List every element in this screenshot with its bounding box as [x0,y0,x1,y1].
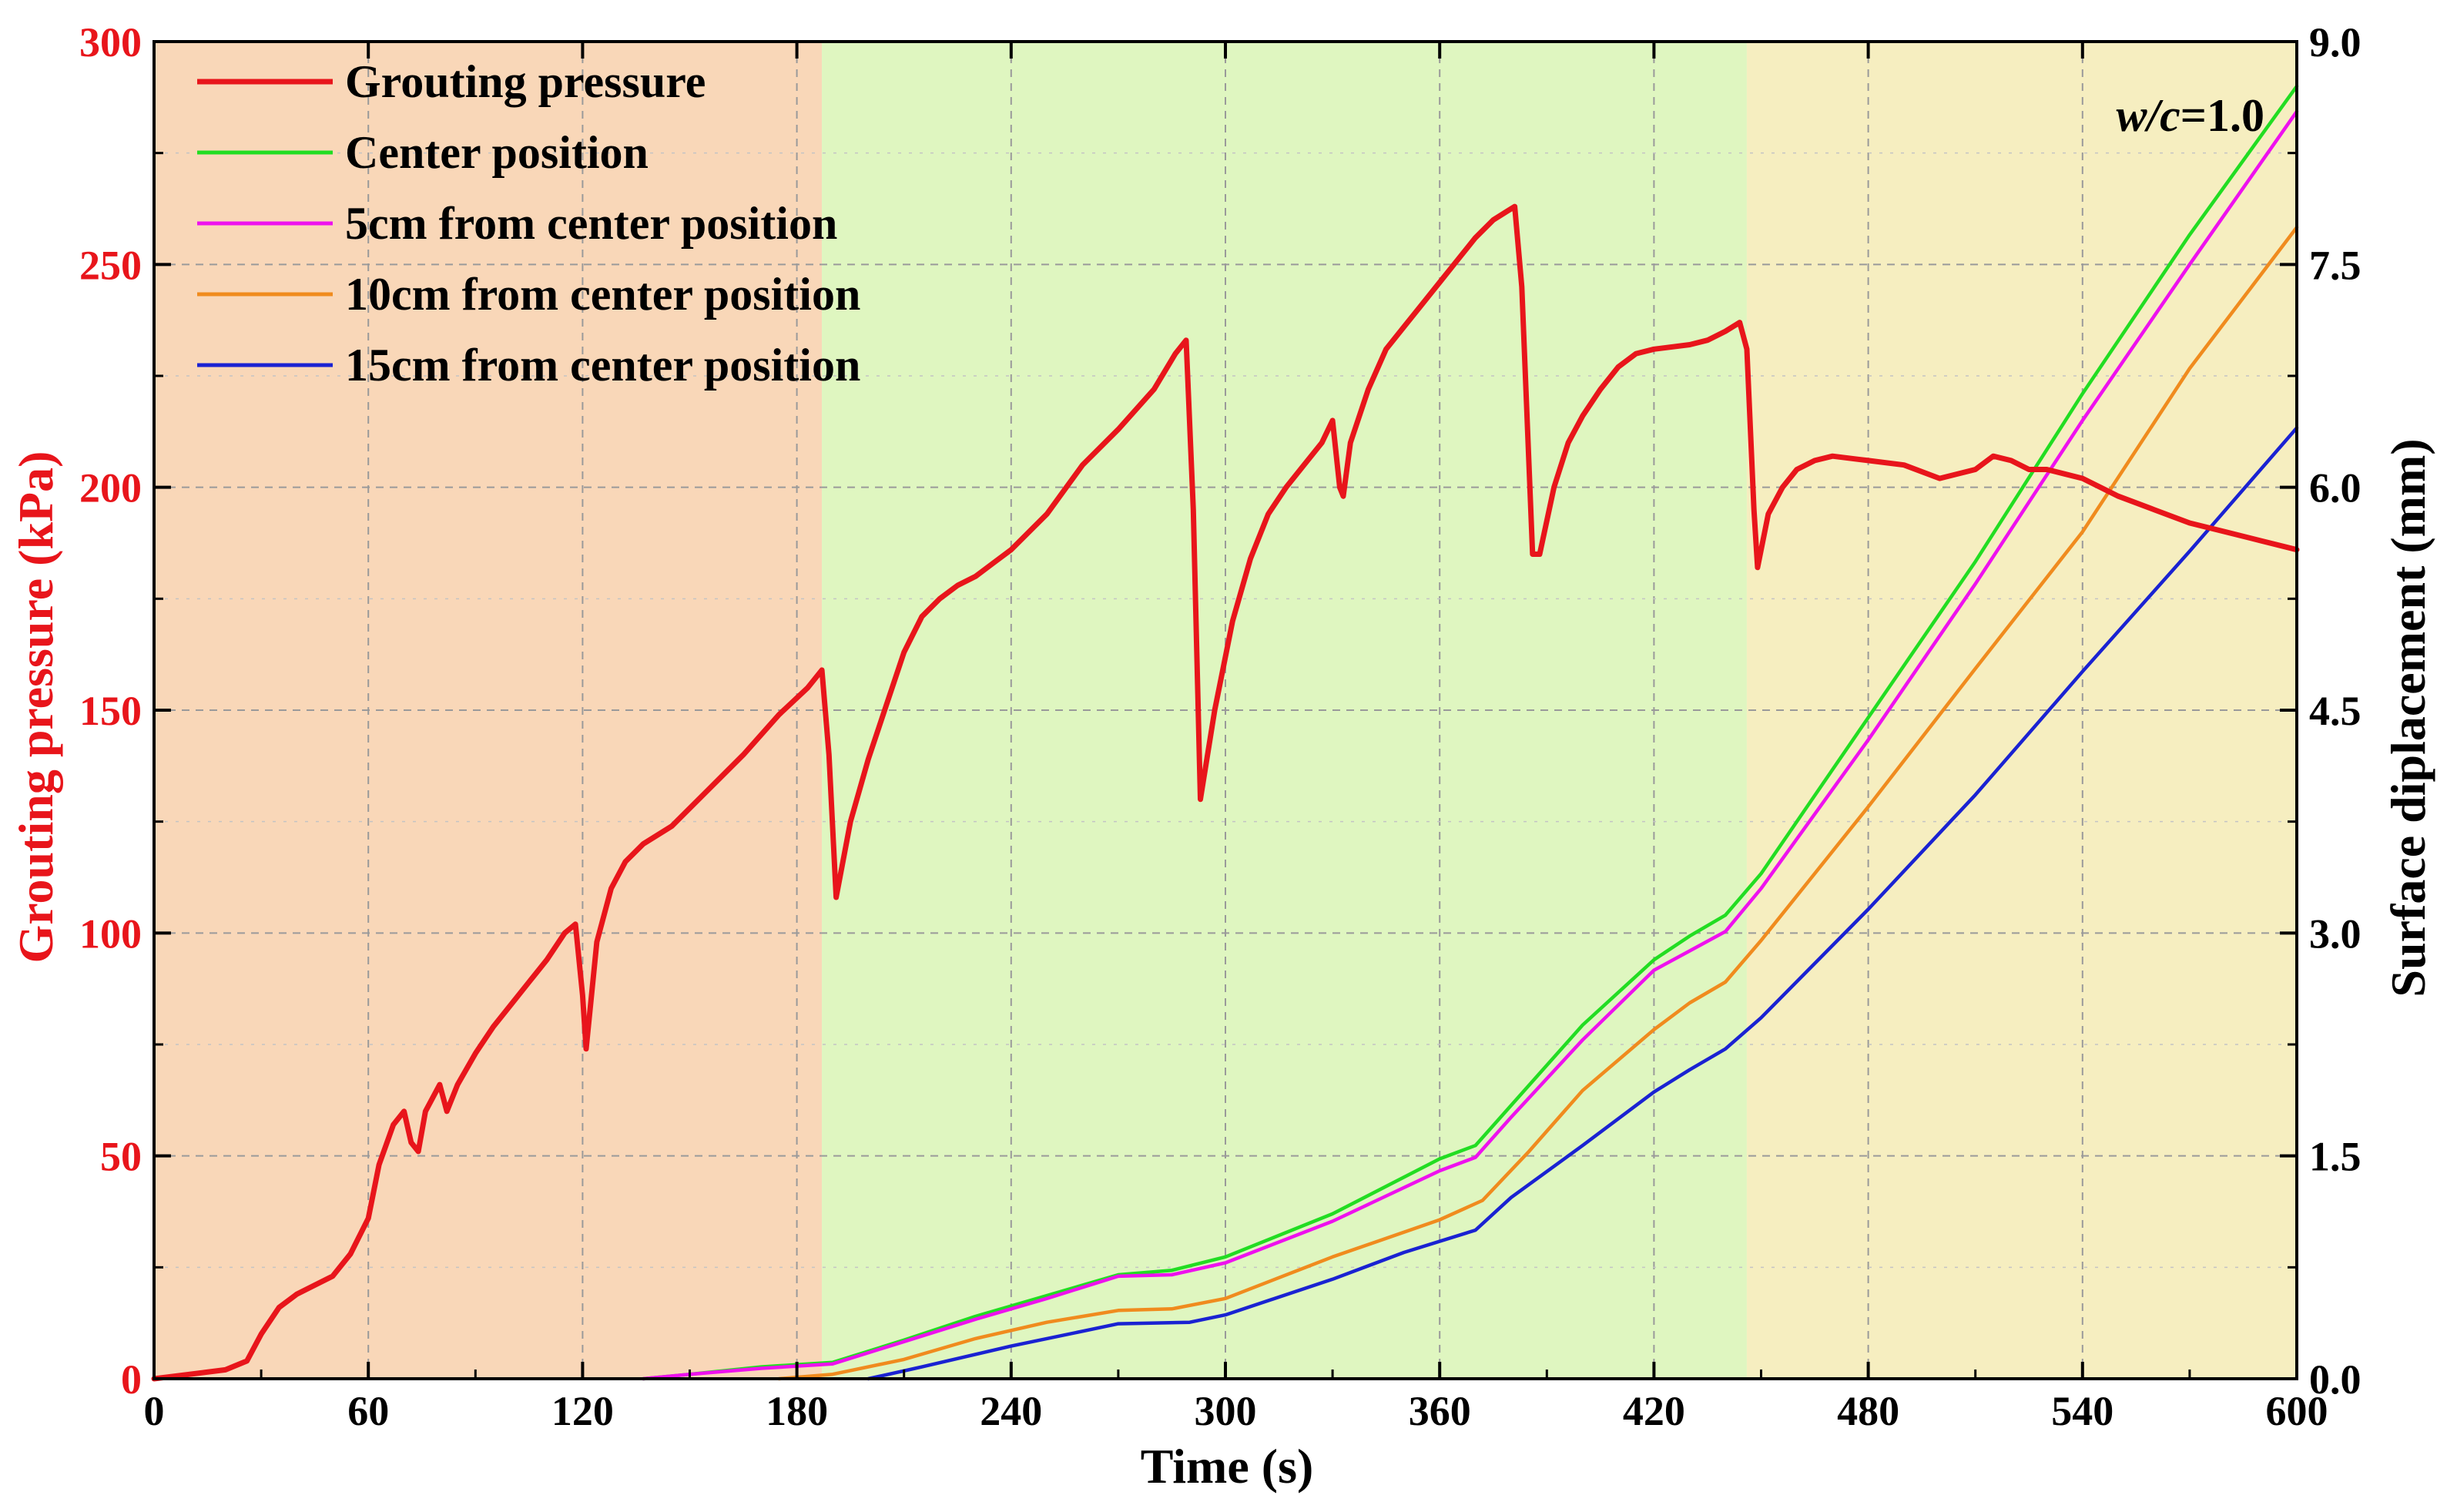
x-tick-label: 240 [980,1388,1042,1434]
legend-label-10cm-from-center-position: 10cm from center position [345,269,860,320]
y-left-tick-label: 150 [79,688,142,734]
series-line-15cm-from-center-position [866,426,2299,1381]
x-tick-label: 360 [1409,1388,1471,1434]
series-line-grouting-pressure [151,203,2300,1382]
wc-ratio-annotation: w/c=1.0 [2116,90,2264,141]
legend-label-15cm-from-center-position: 15cm from center position [345,340,860,391]
series-line-5cm-from-center-position [641,109,2299,1381]
y-left-tick-label: 200 [79,465,142,511]
axes [153,40,2298,1380]
legend-label-5cm-from-center-position: 5cm from center position [345,198,837,249]
y-left-tick-label: 250 [79,242,142,288]
y-right-tick-label: 6.0 [2309,465,2361,511]
x-axis-label: Time (s) [1141,1439,1314,1494]
y-axis-left-label: Grouting pressure (kPa) [8,451,63,964]
wc-ratio-italic: w/c [2116,90,2180,141]
y-right-tick-label: 4.5 [2309,688,2361,734]
series-lines [151,84,2300,1382]
y-right-tick-label: 9.0 [2309,19,2361,65]
y-right-tick-label: 0.0 [2309,1356,2361,1403]
x-tick-label: 180 [766,1388,828,1434]
legend: Grouting pressure Center position 5cm from… [197,56,860,391]
x-tick-label: 600 [2266,1388,2328,1434]
y-left-tick-label: 0 [121,1356,142,1403]
y-right-tick-label: 3.0 [2309,910,2361,957]
x-tick-label: 300 [1195,1388,1257,1434]
x-tick-label: 420 [1623,1388,1685,1434]
wc-ratio-value: =1.0 [2180,90,2264,141]
stage-background-3 [1746,42,2297,1379]
x-tick-label: 60 [347,1388,389,1434]
legend-label-center-position: Center position [345,127,649,178]
x-tick-label: 540 [2051,1388,2113,1434]
x-tick-label: 0 [144,1388,165,1434]
y-right-tick-label: 7.5 [2309,242,2361,288]
tick-labels: 0 60 120 180 240 300 360 420 480 540 600 0 50 100 150 2… [79,19,2361,1434]
y-left-tick-label: 50 [100,1134,142,1180]
y-left-tick-label: 300 [79,19,142,65]
grid-lines [154,42,2297,1379]
x-tick-label: 120 [551,1388,614,1434]
y-left-tick-label: 100 [79,910,142,957]
legend-label-grouting-pressure: Grouting pressure [345,56,706,107]
series-line-10cm-from-center-position [777,225,2299,1381]
y-axis-right-label: Surface diplacement (mm) [2381,438,2435,997]
x-tick-label: 480 [1837,1388,1899,1434]
y-right-tick-label: 1.5 [2309,1134,2361,1180]
